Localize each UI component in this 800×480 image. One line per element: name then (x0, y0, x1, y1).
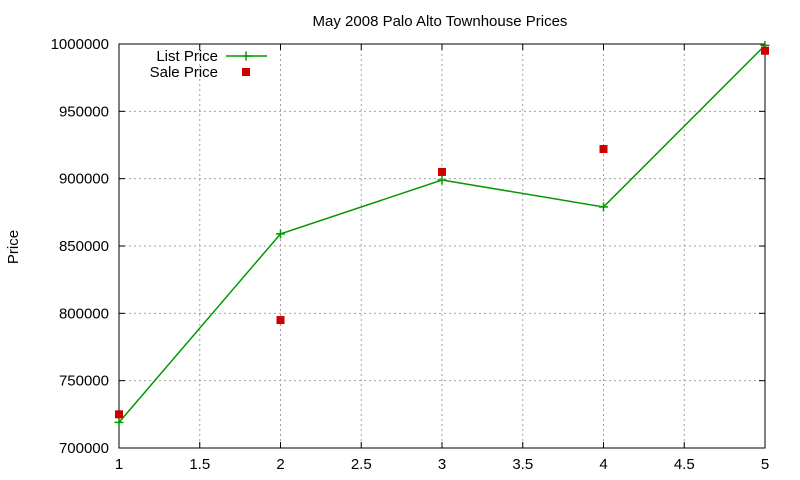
x-tick-label: 3 (438, 456, 446, 473)
data-point (599, 145, 608, 154)
x-tick-label: 2 (276, 456, 284, 473)
grid-lines (119, 44, 765, 448)
y-tick-label: 800000 (59, 305, 109, 322)
x-tick-label: 1.5 (189, 456, 210, 473)
legend-label: List Price (156, 48, 218, 65)
series-list-price (114, 40, 770, 427)
data-point (599, 202, 608, 212)
y-tick-label: 750000 (59, 373, 109, 390)
data-point (761, 46, 769, 55)
data-point (438, 167, 446, 176)
legend-marker (242, 68, 250, 76)
x-tick-label: 3.5 (512, 456, 533, 473)
legend-marker (241, 51, 251, 61)
legend-item: Sale Price (150, 64, 250, 81)
x-tick-label: 5 (761, 456, 769, 473)
data-point (115, 410, 123, 419)
y-tick-label: 1000000 (51, 36, 109, 53)
legend-item: List Price (156, 48, 267, 65)
axis-ticks: 1 1.5 2 2.5 3 3.5 4 4.5 5 700000 750000 800000 85000… (51, 36, 770, 473)
series-sale-price (115, 46, 769, 419)
x-tick-label: 2.5 (351, 456, 372, 473)
chart-title: May 2008 Palo Alto Townhouse Prices (313, 13, 568, 30)
data-point (114, 417, 124, 427)
data-point (437, 175, 447, 185)
y-tick-label: 700000 (59, 440, 109, 457)
x-tick-label: 4.5 (674, 456, 695, 473)
y-tick-label: 850000 (59, 238, 109, 255)
legend-label: Sale Price (150, 64, 218, 81)
x-tick-label: 1 (115, 456, 123, 473)
x-tick-label: 4 (599, 456, 607, 473)
y-tick-label: 950000 (59, 103, 109, 120)
y-axis-label: Price (5, 230, 22, 264)
data-point (276, 316, 285, 325)
data-point (276, 229, 285, 239)
data-series (114, 40, 770, 427)
y-tick-label: 900000 (59, 171, 109, 188)
